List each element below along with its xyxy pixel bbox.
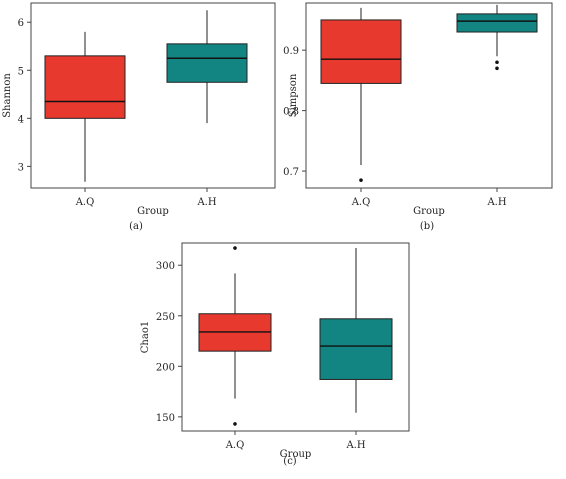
y-tick-label: 0.7 bbox=[283, 167, 299, 178]
x-tick-label: A.H bbox=[345, 440, 365, 451]
y-tick-label: 4 bbox=[18, 114, 24, 125]
outlier-point bbox=[233, 422, 237, 426]
x-tick-label: A.Q bbox=[75, 197, 95, 208]
x-tick-label: A.H bbox=[196, 197, 216, 208]
x-tick-label: A.Q bbox=[351, 197, 371, 208]
y-axis-label: Shannon bbox=[2, 73, 13, 118]
x-tick-label: A.Q bbox=[225, 440, 245, 451]
y-tick-label: 250 bbox=[156, 312, 175, 323]
y-tick-label: 300 bbox=[156, 261, 175, 272]
outlier-point bbox=[495, 66, 499, 71]
x-axis-label: Group bbox=[280, 449, 312, 460]
chart-panel-3: 150 200 250 300 A.Q A.H Group Chao1 (c) bbox=[140, 242, 410, 467]
box-aq bbox=[44, 55, 126, 119]
y-axis-label: Chao1 bbox=[140, 321, 151, 353]
panel-label: (a) bbox=[129, 221, 143, 232]
y-tick-label: 150 bbox=[156, 413, 175, 424]
y-tick-label: 200 bbox=[156, 362, 175, 373]
box-aq bbox=[320, 19, 402, 84]
outlier-point bbox=[233, 246, 237, 250]
panel-label: (c) bbox=[283, 456, 297, 467]
plot-frame bbox=[305, 2, 553, 189]
chart-panel-1: 3 4 5 6 A.Q A.H Group Shannon (a) bbox=[2, 2, 276, 232]
y-tick-label: 6 bbox=[18, 18, 24, 29]
plot-frame bbox=[30, 2, 276, 189]
plot-frame bbox=[181, 242, 410, 432]
y-axis-label: Simpson bbox=[288, 73, 299, 117]
panel-label: (b) bbox=[420, 221, 434, 232]
box-ah bbox=[166, 43, 248, 83]
x-axis-label: Group bbox=[137, 206, 169, 217]
y-tick-label: 0.9 bbox=[283, 46, 299, 57]
x-tick-label: A.H bbox=[486, 197, 506, 208]
box-ah bbox=[319, 318, 393, 380]
outlier-point bbox=[359, 178, 363, 182]
y-tick-label: 5 bbox=[18, 66, 24, 77]
box-ah bbox=[456, 13, 538, 33]
y-tick-label: 0.8 bbox=[283, 107, 299, 118]
y-tick-label: 3 bbox=[18, 162, 24, 173]
outlier-point bbox=[495, 60, 499, 65]
x-axis-label: Group bbox=[413, 206, 445, 217]
chart-panel-2: 0.7 0.8 0.9 A.Q A.H Group Simpson (b) bbox=[283, 2, 553, 232]
